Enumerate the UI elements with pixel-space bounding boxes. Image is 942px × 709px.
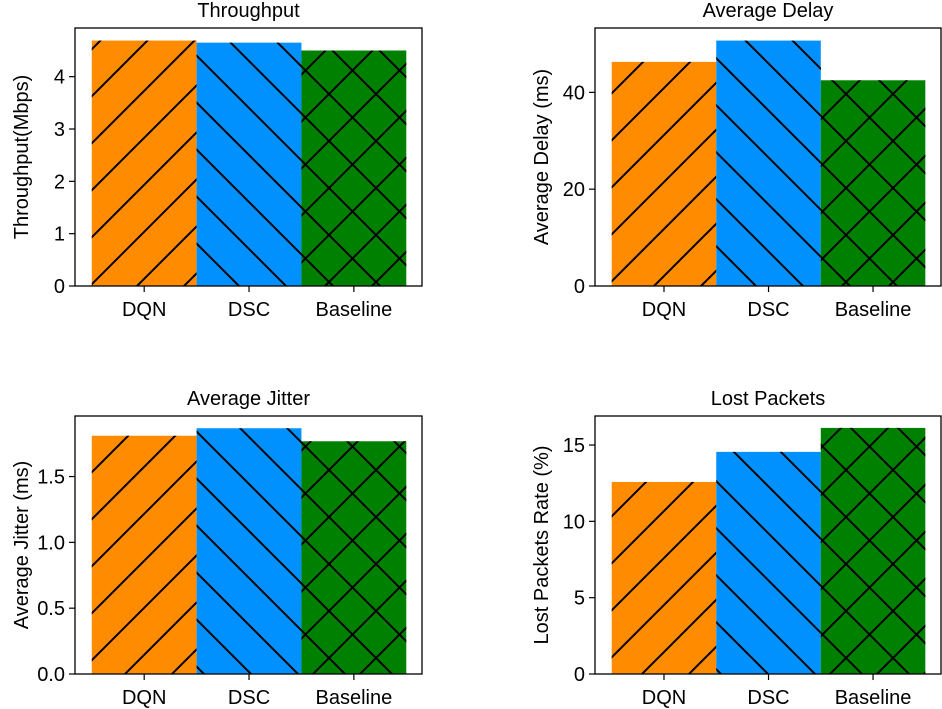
chart-title: Average Delay [703, 0, 834, 22]
y-axis-label: Throughput(Mbps) [11, 75, 33, 240]
axes-frame [594, 27, 942, 287]
y-tick-label: 3 [54, 119, 65, 141]
y-tick-label: 0.5 [37, 598, 65, 620]
bar-hatch-dqn [91, 435, 197, 674]
y-tick-label: 0 [54, 276, 65, 298]
bar-hatch-dsc [196, 42, 302, 287]
chart-panel-throughput: DQN DSC Baseline 0 1 2 3 4 Throughput Throughput(… [11, 0, 423, 321]
y-tick-label: 0 [574, 664, 585, 686]
x-tick-label: DSC [228, 687, 270, 709]
x-tick-label: DQN [122, 299, 166, 321]
y-tick-label: 20 [563, 179, 585, 201]
y-tick-label: 0 [574, 276, 585, 298]
y-tick-label: 0.0 [37, 664, 65, 686]
x-tick-label: DSC [747, 687, 789, 709]
x-tick-label: DSC [228, 299, 270, 321]
bar-hatch-dqn [611, 481, 717, 674]
y-tick-label: 10 [563, 511, 585, 533]
x-tick-label: DQN [642, 299, 686, 321]
x-tick-label: Baseline [835, 299, 912, 321]
chart-title: Throughput [197, 0, 300, 22]
bar-hatch-baseline [820, 427, 926, 674]
bar-hatch-dsc [716, 451, 821, 674]
axes-frame [74, 415, 423, 675]
y-tick-label: 1.0 [37, 532, 65, 554]
y-axis-label: Average Jitter (ms) [11, 461, 33, 630]
y-tick-label: 15 [563, 435, 585, 457]
chart-panel-average-delay: DQN DSC Baseline 0 20 40 Average Delay Average … [531, 0, 942, 321]
x-tick-label: DQN [122, 687, 166, 709]
x-tick-label: Baseline [315, 299, 392, 321]
y-tick-label: 2 [54, 171, 65, 193]
y-axis-label: Average Delay (ms) [531, 69, 553, 245]
chart-title: Lost Packets [711, 388, 826, 410]
axes-frame [594, 415, 942, 675]
x-tick-label: Baseline [315, 687, 392, 709]
bar-hatch-dqn [611, 61, 717, 286]
x-tick-label: Baseline [835, 687, 912, 709]
chart-panel-lost-packets: DQN DSC Baseline 0 5 10 15 Lost Packets Lost Pac… [531, 388, 942, 709]
bar-hatch-baseline [820, 80, 926, 286]
y-tick-label: 5 [574, 588, 585, 610]
x-tick-label: DQN [642, 687, 686, 709]
x-tick-label: DSC [747, 299, 789, 321]
bar-hatch-dsc [196, 428, 302, 674]
bar-hatch-baseline [301, 441, 407, 674]
bar-hatch-dqn [91, 40, 197, 286]
bar-hatch-baseline [301, 50, 407, 286]
y-tick-label: 1.5 [37, 467, 65, 489]
chart-title: Average Jitter [187, 388, 310, 410]
bar-hatch-dsc [716, 40, 821, 287]
y-tick-label: 1 [54, 224, 65, 246]
y-axis-label: Lost Packets Rate (%) [531, 446, 553, 645]
y-tick-label: 40 [563, 82, 585, 104]
y-tick-label: 4 [54, 67, 65, 89]
axes-frame [74, 27, 423, 287]
